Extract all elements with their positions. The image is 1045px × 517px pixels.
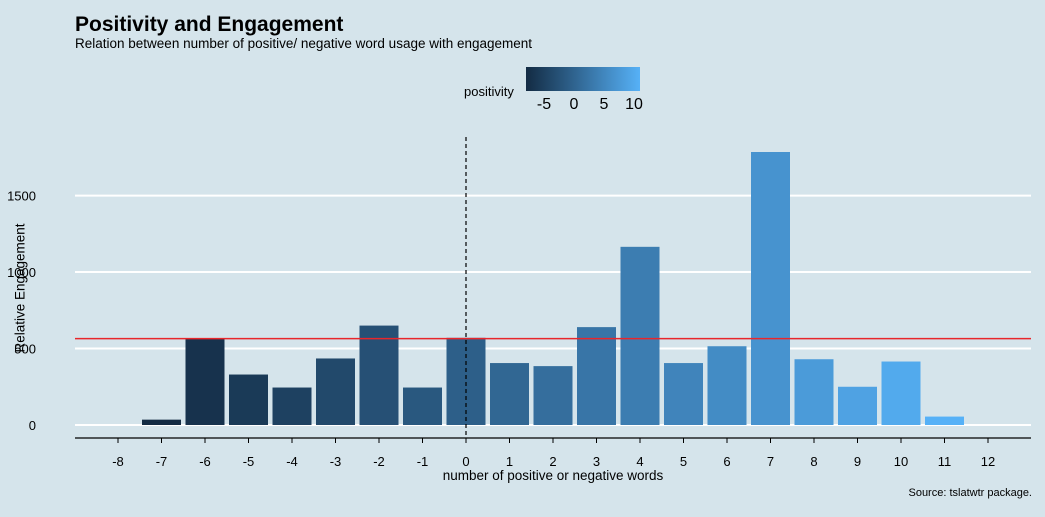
x-tick-label: 3: [593, 454, 600, 469]
x-tick-label: -4: [286, 454, 298, 469]
y-tick-label: 0: [29, 418, 36, 433]
x-tick-label: -1: [417, 454, 429, 469]
bar: [577, 327, 616, 425]
legend-colorbar: [526, 67, 640, 91]
y-tick-label: 1000: [7, 265, 36, 280]
bar: [229, 374, 268, 425]
bar: [490, 363, 529, 425]
x-tick-label: 4: [636, 454, 643, 469]
x-tick-label: -2: [373, 454, 385, 469]
bar: [881, 361, 921, 425]
bar: [925, 416, 964, 425]
x-tick-label: -8: [112, 454, 124, 469]
x-tick-label: 9: [854, 454, 861, 469]
x-tick-label: 8: [810, 454, 817, 469]
x-axis-label: number of positive or negative words: [442, 468, 664, 483]
legend-tick: 5: [599, 96, 609, 113]
bar: [142, 419, 181, 425]
bar: [794, 359, 834, 425]
legend-title: positivity: [464, 84, 514, 99]
chart-title: Positivity and Engagement: [75, 13, 344, 36]
bar: [664, 363, 703, 425]
bar: [359, 325, 399, 425]
bar: [272, 387, 312, 425]
bar: [185, 338, 225, 425]
y-axis-label: Relative Engagement: [12, 223, 28, 353]
bar: [403, 387, 442, 425]
bar: [533, 366, 573, 425]
x-tick-label: 2: [549, 454, 556, 469]
x-tick-label: -3: [330, 454, 342, 469]
x-tick-label: 12: [981, 454, 995, 469]
x-tick-label: 10: [894, 454, 908, 469]
bar: [838, 386, 877, 425]
x-tick-label: -6: [199, 454, 211, 469]
x-tick-label: 7: [767, 454, 774, 469]
legend-tick: 0: [569, 96, 579, 113]
bar: [620, 246, 660, 425]
y-tick-label: 500: [14, 342, 36, 357]
x-tick-label: -5: [243, 454, 255, 469]
bar: [751, 152, 790, 425]
x-tick-label: 11: [938, 454, 952, 469]
x-tick-label: 5: [680, 454, 687, 469]
y-tick-label: 1500: [7, 189, 36, 204]
chart-caption: Source: tslatwtr package.: [908, 487, 1032, 499]
legend-tick: -5: [536, 96, 552, 113]
x-tick-label: 6: [723, 454, 730, 469]
chart-subtitle: Relation between number of positive/ neg…: [75, 36, 533, 51]
x-tick-label: -7: [156, 454, 168, 469]
x-tick-label: 0: [462, 454, 469, 469]
bar: [707, 346, 747, 425]
x-tick-label: 1: [506, 454, 513, 469]
legend-tick: 10: [625, 96, 643, 113]
bar: [316, 358, 355, 425]
